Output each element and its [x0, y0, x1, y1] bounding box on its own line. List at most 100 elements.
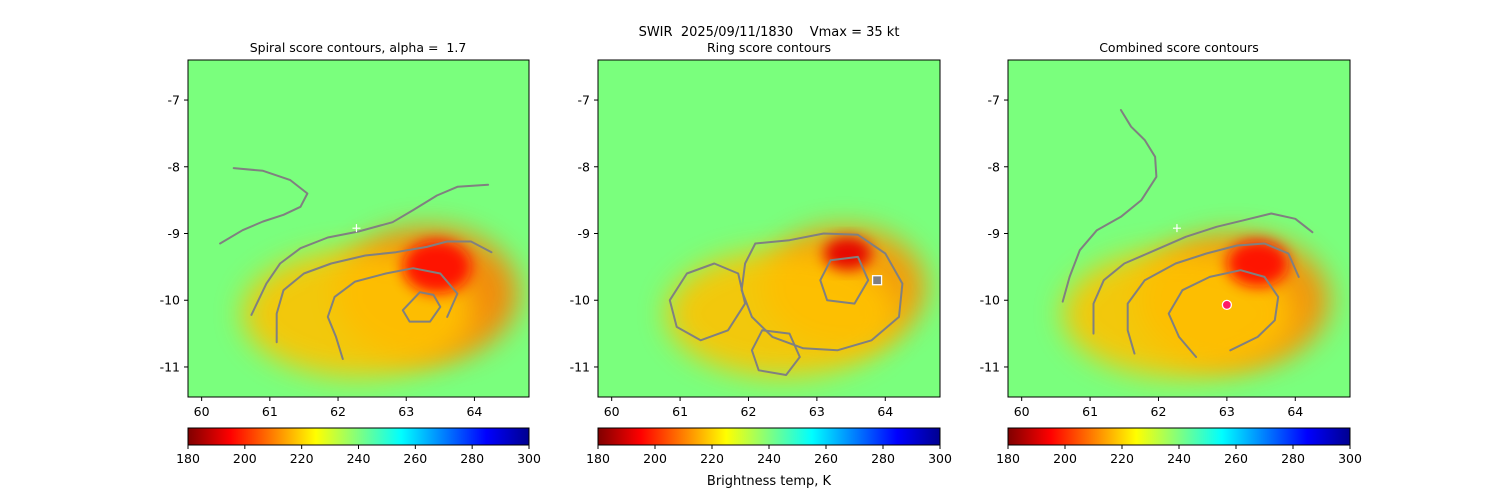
panel-ring: Ring score contours 60 61 62 63 64 -7 -8 -9 -10… [570, 40, 952, 466]
markers-combined [1172, 224, 1233, 311]
contour-spiral-arm-inner [326, 267, 459, 360]
y-tick-label: -7 [168, 93, 180, 108]
map-area-combined [1007, 59, 1351, 398]
contour-spiral-arm-outer [250, 183, 490, 316]
colorbar-tick-label: 280 [1281, 451, 1305, 466]
y-tick-label: -9 [168, 226, 181, 241]
y-axis-combined: -7 -8 -9 -10 -11 [980, 93, 1008, 374]
colorbar-tick-label: 180 [996, 451, 1020, 466]
contour-combined-arm-outer [1092, 212, 1314, 335]
contour-combined-arm-inner [1167, 269, 1280, 358]
figure-title: SWIR 2025/09/11/1830 Vmax = 35 kt [639, 25, 900, 40]
x-tick-label: 63 [398, 404, 414, 419]
panel-spiral: Spiral score contours, alpha = 1.7 60 61 6… [160, 40, 541, 466]
cloud-field-combined [1062, 233, 1330, 377]
cold-cloud-region [1062, 250, 1296, 377]
x-tick-label: 60 [194, 404, 210, 419]
x-tick-label: 62 [330, 404, 346, 419]
colorbar-tick-label: 240 [757, 451, 781, 466]
colorbar-tick-label: 220 [1110, 451, 1134, 466]
x-axis-ring: 60 61 62 63 64 [604, 397, 893, 419]
contour-ring-region-inner [819, 255, 870, 305]
cold-cloud-region [666, 250, 899, 377]
y-tick-label: -8 [578, 159, 591, 174]
map-frame-combined [1007, 59, 1351, 398]
contour-ring-region-south [750, 329, 801, 376]
y-tick-label: -10 [160, 293, 180, 308]
x-tick-label: 62 [1151, 404, 1167, 419]
y-tick-label: -11 [980, 359, 1000, 374]
x-tick-label: 63 [809, 404, 825, 419]
x-tick-label: 61 [262, 404, 278, 419]
y-tick-label: -10 [570, 293, 590, 308]
colorbar-tick-label: 240 [347, 451, 371, 466]
x-axis-combined: 60 61 62 63 64 [1014, 397, 1303, 419]
contour-spiral-arm-north [219, 167, 309, 245]
center-circle-marker [1221, 299, 1233, 311]
colorbar-gradient-combined [1007, 427, 1351, 446]
x-tick-label: 64 [877, 404, 893, 419]
y-tick-label: -9 [578, 226, 591, 241]
panel-title-combined: Combined score contours [1099, 40, 1259, 55]
center-plus-marker [352, 224, 361, 233]
colorbar-tick-label: 220 [700, 451, 724, 466]
x-tick-label: 64 [1287, 404, 1303, 419]
contour-combined-arm-middle [1126, 242, 1300, 355]
cloud-field-ring [666, 226, 927, 377]
panel-combined: Combined score contours 60 61 62 63 64 -7-8-… [980, 40, 1362, 466]
colorbar-tick-label: 260 [814, 451, 838, 466]
x-tick-label: 60 [604, 404, 620, 419]
colorbar-tick-label: 300 [928, 451, 952, 466]
contours-ring [668, 232, 904, 376]
cold-cloud-region [402, 240, 472, 294]
colorbar-tick-label: 200 [1053, 451, 1077, 466]
colorbar-tick-label: 220 [290, 451, 314, 466]
markers-ring [871, 275, 883, 286]
colorbar-spiral: 180 200 220 240 260 280 300 [176, 427, 541, 466]
colorbar-tick-label: 180 [586, 451, 610, 466]
center-square-marker [871, 275, 883, 286]
map-area-spiral [187, 59, 530, 398]
y-axis-spiral: -7 -8 -9 -10 -11 [160, 93, 188, 374]
contour-combined-arm-north [1061, 109, 1158, 303]
colorbar-ticks-spiral: 180 200 220 240 260 280 300 [176, 445, 541, 466]
contours-spiral [219, 167, 493, 360]
x-tick-label: 64 [466, 404, 482, 419]
colorbar-tick-label: 300 [1338, 451, 1362, 466]
center-plus-marker [1172, 224, 1181, 233]
x-tick-label: 63 [1219, 404, 1235, 419]
map-area-ring [597, 59, 941, 398]
colorbar-tick-label: 180 [176, 451, 200, 466]
x-tick-label: 61 [1082, 404, 1098, 419]
x-tick-label: 61 [672, 404, 688, 419]
cold-cloud-region [823, 236, 872, 271]
contours-combined [1061, 109, 1314, 358]
y-tick-label: -8 [988, 159, 1001, 174]
y-tick-label: -11 [160, 359, 180, 374]
colorbar-tick-label: 200 [233, 451, 257, 466]
map-frame-ring [597, 59, 941, 398]
x-axis-spiral: 60 61 62 63 64 [194, 397, 482, 419]
y-tick-label: -11 [570, 359, 590, 374]
panel-title-spiral: Spiral score contours, alpha = 1.7 [250, 40, 467, 55]
colorbar-ring: 180 200 220 240 260 280 300 [586, 427, 952, 466]
contour-spiral-arm-middle [275, 240, 493, 344]
colorbar-tick-label: 200 [643, 451, 667, 466]
colorbar-gradient-spiral [187, 427, 530, 446]
markers-spiral [352, 224, 361, 233]
colorbar-ticks-ring: 180 200 220 240 260 280 300 [586, 445, 952, 466]
colorbar-label: Brightness temp, K [707, 474, 832, 489]
colorbar-gradient-ring [597, 427, 941, 446]
y-tick-label: -7 [578, 93, 590, 108]
y-axis-ring: -7 -8 -9 -10 -11 [570, 93, 598, 374]
colorbar-tick-label: 240 [1167, 451, 1191, 466]
colorbar-tick-label: 300 [517, 451, 541, 466]
y-tick-label: -7 [988, 93, 1000, 108]
map-frame-spiral [187, 59, 530, 398]
colorbar-combined: 180 200 220 240 260 280 300 [996, 427, 1362, 466]
contour-eye-loop [401, 291, 442, 323]
x-tick-label: 62 [741, 404, 757, 419]
colorbar-tick-label: 260 [403, 451, 427, 466]
colorbar-ticks-combined: 180 200 220 240 260 280 300 [996, 445, 1362, 466]
colorbar-tick-label: 260 [1224, 451, 1248, 466]
